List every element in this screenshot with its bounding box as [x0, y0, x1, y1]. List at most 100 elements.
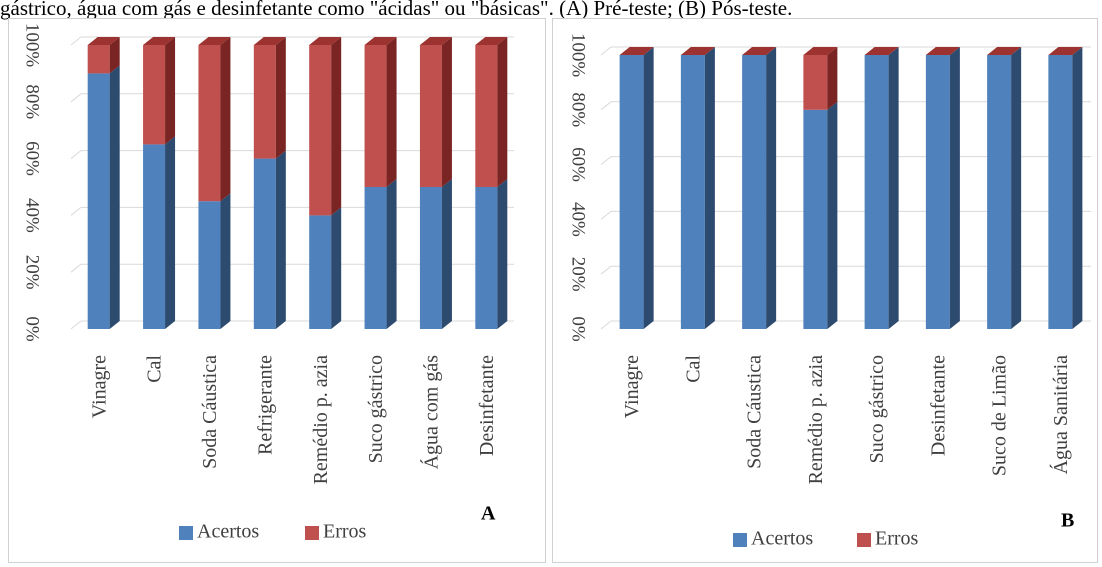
- bar-stack: [680, 47, 715, 329]
- bar-acertos-side: [1011, 47, 1022, 329]
- bar-stack: [419, 37, 452, 329]
- bar-erros-top: [803, 47, 838, 55]
- bar-erros-top: [364, 37, 397, 45]
- bar-acertos: [143, 144, 166, 329]
- figure-caption: gástrico, água com gás e desinfetante co…: [0, 0, 793, 20]
- legend-label: Acertos: [751, 528, 813, 550]
- bar-acertos-side: [109, 65, 120, 330]
- bar-acertos-side: [949, 47, 960, 329]
- bar-top: [987, 47, 1022, 55]
- bar-acertos: [419, 187, 442, 329]
- bar-stack: [864, 47, 899, 329]
- legend-swatch: [179, 526, 193, 540]
- bar-erros: [475, 45, 498, 187]
- bar-erros: [364, 45, 387, 187]
- bar-acertos-side: [704, 47, 715, 329]
- chart-panel-a: 0% 20% 40% 60% 80% 100% Vinagre Cal Soda Cáustic…: [8, 18, 546, 563]
- y-tick-label: 60%: [568, 147, 589, 182]
- y-tick-label: 40%: [22, 198, 43, 233]
- bar-stack: [925, 47, 960, 329]
- legend: Acertos Erros: [179, 521, 367, 543]
- gridline-lead: [70, 320, 82, 330]
- gridline-lead: [600, 320, 612, 330]
- bar-top: [1048, 47, 1083, 55]
- gridline-lead: [600, 265, 612, 275]
- x-category-label: Soda Cáustica: [744, 355, 766, 469]
- legend-item: Erros: [305, 521, 367, 543]
- bar-erros-side: [220, 37, 231, 202]
- bar-erros-top: [253, 37, 286, 45]
- bar-stack: [742, 47, 777, 329]
- bar-erros-side: [109, 37, 120, 74]
- legend-item: Erros: [857, 528, 919, 550]
- bar-acertos: [309, 215, 332, 329]
- gridline-lead: [70, 36, 82, 46]
- legend-label: Erros: [323, 521, 367, 543]
- bar-acertos: [742, 55, 767, 329]
- bar-stack: [364, 37, 397, 329]
- plot-area: 0% 20% 40% 60% 80% 100% Vinagre Cal Soda Cáustic…: [22, 23, 514, 485]
- bar-stack: [253, 37, 286, 329]
- bar-stack: [198, 37, 231, 329]
- bar-stack: [1048, 47, 1083, 329]
- bar-acertos: [1048, 55, 1073, 329]
- panel-letter: B: [1061, 510, 1074, 532]
- y-tick-label: 80%: [22, 84, 43, 119]
- bar-acertos-side: [165, 136, 176, 329]
- y-tick-label: 40%: [568, 202, 589, 237]
- bar-erros-side: [331, 37, 342, 216]
- bar-erros-top: [419, 37, 452, 45]
- bar-acertos-side: [220, 193, 231, 329]
- bar-acertos: [803, 109, 828, 329]
- gridline-lead: [70, 207, 82, 216]
- y-tick-label: 100%: [22, 23, 43, 68]
- bar-stack: [475, 37, 508, 329]
- bar-erros-top: [143, 37, 176, 45]
- legend-swatch: [305, 526, 319, 540]
- bar-erros: [143, 45, 166, 145]
- legend-label: Erros: [875, 528, 919, 550]
- y-tick-label: 100%: [568, 33, 589, 78]
- x-category-label: Soda Cáustica: [199, 355, 221, 469]
- x-category-label: Cal: [144, 355, 166, 383]
- gridline-lead: [70, 150, 82, 159]
- bar-erros: [87, 45, 110, 74]
- bar-top: [619, 47, 654, 55]
- y-tick-label: 0%: [568, 316, 589, 342]
- gridline-lead: [600, 156, 612, 165]
- bar-erros-side: [497, 37, 508, 187]
- bar-acertos: [925, 55, 950, 329]
- bar-top: [742, 47, 777, 55]
- gridline-lead: [70, 263, 82, 273]
- y-tick-label: 20%: [22, 255, 43, 290]
- bar-acertos-side: [275, 150, 286, 329]
- bar-acertos: [198, 201, 221, 329]
- bar-erros-side: [275, 37, 286, 159]
- bar-stack: [143, 37, 176, 329]
- bar-erros-top: [198, 37, 231, 45]
- legend-item: Acertos: [733, 528, 813, 550]
- plot-area: 0% 20% 40% 60% 80% 100% Vinagre Cal Soda Cáustic…: [568, 33, 1091, 484]
- bar-acertos-side: [827, 101, 838, 329]
- x-category-label: Desinfetante: [476, 355, 498, 456]
- bar-stack: [619, 47, 654, 329]
- x-category-label: Suco de Limão: [989, 355, 1011, 476]
- bar-stack: [987, 47, 1022, 329]
- x-category-label: Vinagre: [621, 355, 643, 418]
- y-tick-label: 80%: [568, 92, 589, 127]
- bar-stack: [309, 37, 342, 329]
- bar-acertos-side: [331, 207, 342, 329]
- legend-item: Acertos: [179, 521, 259, 543]
- bar-erros-side: [386, 37, 397, 187]
- bar-acertos: [253, 158, 276, 329]
- bar-erros: [198, 45, 221, 202]
- chart-panel-b: 0% 20% 40% 60% 80% 100% Vinagre Cal Soda Cáustic…: [552, 18, 1098, 563]
- bar-acertos-side: [386, 179, 397, 329]
- x-category-label: Remédio p. azia: [310, 355, 332, 485]
- bar-erros: [253, 45, 276, 159]
- bar-erros: [803, 55, 828, 110]
- bar-acertos-side: [1072, 47, 1083, 329]
- x-category-label: Água Sanitária: [1049, 355, 1072, 475]
- bar-acertos-side: [766, 47, 777, 329]
- x-category-label: Cal: [682, 355, 704, 383]
